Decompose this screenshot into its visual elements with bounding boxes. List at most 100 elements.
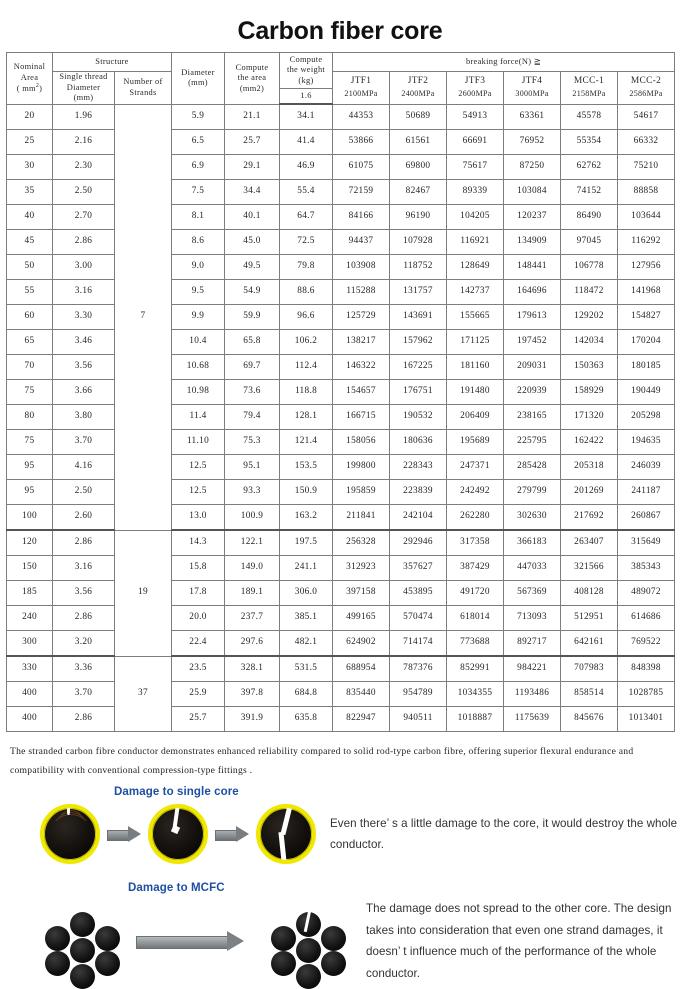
cell-diameter: 12.5 <box>171 479 225 505</box>
cell-breaking-force-0: 312923 <box>332 555 390 581</box>
cell-breaking-force-3: 447033 <box>503 555 561 581</box>
cell-breaking-force-0: 256328 <box>332 529 390 556</box>
cell-nominal-area: 80 <box>6 404 53 430</box>
cell-diameter: 12.5 <box>171 454 225 480</box>
cell-breaking-force-5: 260867 <box>617 504 675 531</box>
cell-breaking-force-2: 1034355 <box>446 681 504 707</box>
cell-breaking-force-5: 88858 <box>617 179 675 205</box>
cell-breaking-force-0: 94437 <box>332 229 390 255</box>
diagram-single-core-label: Damage to single core <box>114 786 239 799</box>
cell-breaking-force-4: 62762 <box>560 154 618 180</box>
comp-area-line2: the area <box>237 73 267 82</box>
cell-single-thread-diameter: 2.50 <box>52 179 115 205</box>
cell-compute-area: 93.3 <box>224 479 280 505</box>
bf-col-3-name: JTF4 <box>521 76 543 87</box>
cell-nominal-area: 55 <box>6 279 53 305</box>
cell-nominal-area: 150 <box>6 555 53 581</box>
cell-breaking-force-0: 195859 <box>332 479 390 505</box>
table-row: 20 1.96 7 5.9 21.1 34.1 44353 50689 54913 63361 45… <box>6 103 675 531</box>
cell-compute-weight: 112.4 <box>279 354 333 380</box>
cell-breaking-force-3: 103084 <box>503 179 561 205</box>
cell-breaking-force-4: 408128 <box>560 580 618 606</box>
cell-compute-area: 149.0 <box>224 555 280 581</box>
cell-breaking-force-2: 242492 <box>446 479 504 505</box>
cell-breaking-force-5: 769522 <box>617 630 675 657</box>
cell-compute-weight: 34.1 <box>279 103 333 130</box>
cell-compute-weight: 128.1 <box>279 404 333 430</box>
cell-breaking-force-0: 84166 <box>332 204 390 230</box>
cell-breaking-force-3: 120237 <box>503 204 561 230</box>
table-row: 35 2.50 7.5 34.4 55.4 72159 82467 89339 103084 74… <box>6 179 675 205</box>
cell-breaking-force-5: 103644 <box>617 204 675 230</box>
cell-single-thread-diameter: 3.16 <box>52 555 115 581</box>
cell-breaking-force-3: 302630 <box>503 504 561 531</box>
cell-breaking-force-0: 125729 <box>332 304 390 330</box>
comp-area-unit: (mm2) <box>239 83 265 93</box>
arrow-icon-3 <box>136 931 256 952</box>
cell-compute-weight: 197.5 <box>279 529 333 556</box>
bf-col-4-mpa: 2158MPa <box>572 89 606 99</box>
cell-compute-weight: 385.1 <box>279 605 333 631</box>
cell-compute-area: 297.6 <box>224 630 280 657</box>
cell-breaking-force-1: 223839 <box>389 479 447 505</box>
cell-compute-area: 328.1 <box>224 655 280 682</box>
cell-single-thread-diameter: 3.36 <box>52 655 115 682</box>
bf-col-1-name: JTF2 <box>407 76 429 87</box>
nominal-line1: Nominal <box>13 62 46 72</box>
diagram-single-core: Damage to single core Ev <box>0 786 680 865</box>
table-row: 95 4.16 12.5 95.1 153.5 199800 228343 247371 285… <box>6 454 675 480</box>
cell-nominal-area: 45 <box>6 229 53 255</box>
cell-breaking-force-0: 154657 <box>332 379 390 405</box>
cell-breaking-force-4: 707983 <box>560 655 618 682</box>
cell-breaking-force-2: 491720 <box>446 580 504 606</box>
spec-table-wrapper: Nominal Area ( mm2) Structure Diameter (… <box>0 51 680 732</box>
cell-breaking-force-2: 387429 <box>446 555 504 581</box>
col-header-diameter: Diameter (mm) <box>171 52 225 105</box>
cell-compute-weight: 684.8 <box>279 681 333 707</box>
cell-breaking-force-5: 190449 <box>617 379 675 405</box>
cell-compute-area: 29.1 <box>224 154 280 180</box>
table-row: 95 2.50 12.5 93.3 150.9 195859 223839 242492 279… <box>6 479 675 505</box>
cell-breaking-force-5: 75210 <box>617 154 675 180</box>
cell-compute-area: 391.9 <box>224 706 280 732</box>
cell-breaking-force-4: 162422 <box>560 429 618 455</box>
cell-compute-weight: 306.0 <box>279 580 333 606</box>
cell-breaking-force-3: 285428 <box>503 454 561 480</box>
cell-breaking-force-0: 397158 <box>332 580 390 606</box>
cell-breaking-force-3: 220939 <box>503 379 561 405</box>
cell-compute-area: 49.5 <box>224 254 280 280</box>
cell-diameter: 6.5 <box>171 129 225 155</box>
cell-breaking-force-2: 142737 <box>446 279 504 305</box>
cell-breaking-force-2: 247371 <box>446 454 504 480</box>
cell-breaking-force-4: 158929 <box>560 379 618 405</box>
col-header-compute-weight: Compute the weight (kg) <box>279 51 333 90</box>
cell-breaking-force-0: 211841 <box>332 504 390 531</box>
cell-breaking-force-2: 1018887 <box>446 706 504 732</box>
cell-nominal-area: 400 <box>6 706 53 732</box>
cell-breaking-force-1: 292946 <box>389 529 447 556</box>
cell-nominal-area: 65 <box>6 329 53 355</box>
cell-breaking-force-4: 129202 <box>560 304 618 330</box>
num-strands-line2: Strands <box>129 87 157 97</box>
cell-nominal-area: 95 <box>6 479 53 505</box>
cell-breaking-force-0: 53866 <box>332 129 390 155</box>
cell-nominal-area: 35 <box>6 179 53 205</box>
cell-breaking-force-1: 228343 <box>389 454 447 480</box>
bf-col-5: MCC-2 2586MPa <box>617 71 675 105</box>
cell-diameter: 7.5 <box>171 179 225 205</box>
cell-breaking-force-1: 61561 <box>389 129 447 155</box>
cell-breaking-force-3: 164696 <box>503 279 561 305</box>
cell-nominal-area: 75 <box>6 429 53 455</box>
bf-col-1-mpa: 2400MPa <box>401 89 435 99</box>
cell-single-thread-diameter: 3.16 <box>52 279 115 305</box>
col-header-breaking-force: breaking force(N) ≧ <box>332 52 675 72</box>
cell-compute-area: 75.3 <box>224 429 280 455</box>
cell-breaking-force-0: 146322 <box>332 354 390 380</box>
cell-breaking-force-2: 171125 <box>446 329 504 355</box>
cell-compute-weight: 118.8 <box>279 379 333 405</box>
cell-breaking-force-1: 157962 <box>389 329 447 355</box>
bf-col-2-name: JTF3 <box>464 76 486 87</box>
table-row: 45 2.86 8.6 45.0 72.5 94437 107928 116921 134909… <box>6 229 675 255</box>
cell-compute-weight: 72.5 <box>279 229 333 255</box>
